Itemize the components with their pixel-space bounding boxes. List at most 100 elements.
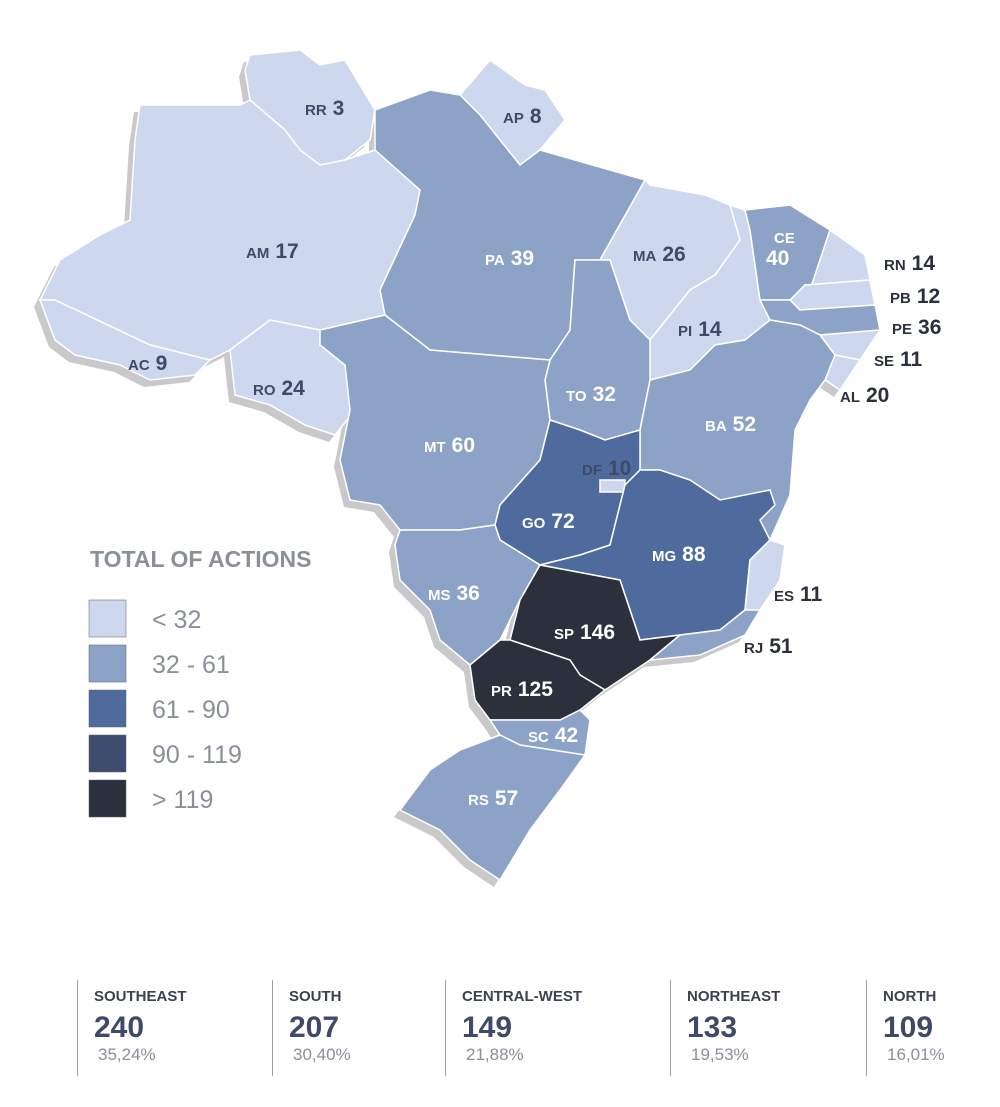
state-code: RN (884, 257, 906, 274)
state-code: GO (522, 515, 546, 532)
state-label: RS 57 (468, 787, 518, 810)
legend-label: 32 - 61 (152, 651, 230, 679)
state-label: AC 9 (128, 352, 167, 375)
state-label: MA 26 (633, 243, 686, 266)
region-total: 240 (94, 1011, 145, 1044)
state-label: TO 32 (566, 383, 616, 406)
state-value: 26 (662, 243, 685, 266)
legend-label: < 32 (152, 606, 201, 634)
state-code: SE (874, 353, 894, 370)
state-value: 11 (800, 583, 823, 606)
state-label: PE 36 (892, 316, 941, 339)
region-name: NORTHEAST (687, 988, 781, 1005)
state-code: AM (246, 245, 269, 262)
state-code: PA (485, 252, 505, 269)
state-value: 51 (769, 635, 793, 658)
region-share: 35,24% (98, 1045, 156, 1064)
state-code: RO (253, 382, 276, 399)
state-code: AP (503, 110, 524, 127)
region: NORTH 109 16,01% (866, 980, 945, 1076)
legend-swatch (88, 734, 127, 773)
region-share: 21,88% (466, 1045, 524, 1064)
region: SOUTH 207 30,40% (272, 980, 351, 1076)
state-value: 14 (912, 252, 936, 275)
state-code: PB (890, 290, 911, 307)
state-code: TO (566, 388, 587, 405)
state-label: RO 24 (253, 377, 305, 400)
state-code: MA (633, 248, 656, 265)
state-label: RR 3 (305, 97, 344, 120)
region-total: 207 (289, 1011, 340, 1044)
legend-swatch (88, 599, 127, 638)
state-code: CE (774, 230, 795, 247)
region-total: 133 (687, 1011, 738, 1044)
state-value: 39 (511, 247, 534, 270)
state-value: 3 (333, 97, 345, 120)
legend-label: > 119 (152, 786, 213, 814)
state-label: PI 14 (678, 318, 722, 341)
state-value: 20 (866, 384, 889, 407)
state-label: GO 72 (522, 510, 575, 533)
state-code: RR (305, 102, 327, 119)
state-label: RN 14 (884, 252, 935, 275)
state-value: 60 (452, 434, 475, 457)
state-value: 52 (733, 413, 756, 436)
state-code: AL (840, 389, 860, 406)
state-code: MG (652, 548, 676, 565)
state-value: 72 (551, 510, 574, 533)
state-code: SP (554, 626, 574, 643)
state (398, 734, 587, 882)
state-code: DF (582, 462, 602, 479)
state (647, 609, 762, 661)
state-label: MS 36 (428, 582, 480, 605)
region-share: 16,01% (887, 1045, 945, 1064)
region-name: CENTRAL-WEST (462, 988, 582, 1005)
state-label: ES 11 (774, 583, 823, 606)
state-label: SP 146 (554, 621, 615, 644)
state-label: AP 8 (503, 105, 542, 128)
region: CENTRAL-WEST 149 21,88% (445, 980, 582, 1076)
state-label: MT 60 (424, 434, 475, 457)
state (509, 564, 683, 691)
legend-swatch (88, 689, 127, 728)
state-value: 32 (593, 383, 616, 406)
state-code: ES (774, 588, 794, 605)
state-code: MT (424, 439, 446, 456)
state-label: CE 40 (766, 230, 795, 270)
state-value: 10 (608, 457, 631, 480)
state-value: 36 (457, 582, 480, 605)
state-value: 24 (282, 377, 306, 400)
region-summary: SOUTHEAST 240 35,24% SOUTH 207 30,40% CENTRAL-… (0, 975, 1000, 1085)
state-code: BA (705, 418, 727, 435)
legend-swatch (88, 779, 127, 818)
region-name: SOUTHEAST (94, 988, 187, 1005)
state-code: RS (468, 792, 489, 809)
state-code: AC (128, 357, 150, 374)
state-value: 146 (580, 621, 615, 644)
state-value: 36 (918, 316, 941, 339)
state-value: 17 (275, 240, 298, 263)
legend-title: TOTAL OF ACTIONS (90, 546, 311, 572)
state-label: SE 11 (874, 348, 923, 371)
state-value: 42 (555, 724, 578, 747)
state (469, 639, 607, 721)
region-total: 109 (883, 1011, 934, 1044)
state-label: BA 52 (705, 413, 756, 436)
region-name: NORTH (883, 988, 937, 1005)
state-value: 8 (530, 105, 542, 128)
state-value: 9 (156, 352, 168, 375)
state-label: PR 125 (491, 678, 553, 701)
region: NORTHEAST 133 19,53% (670, 980, 780, 1076)
state-code: RJ (744, 640, 763, 657)
state-code: PR (491, 683, 512, 700)
state-label: PB 12 (890, 285, 940, 308)
legend-label: 90 - 119 (152, 741, 242, 769)
region-share: 19,53% (691, 1045, 749, 1064)
state-code: PI (678, 323, 692, 340)
state-value: 14 (698, 318, 722, 341)
region-share: 30,40% (293, 1045, 351, 1064)
state-label: AL 20 (840, 384, 889, 407)
state-value: 40 (766, 247, 789, 270)
